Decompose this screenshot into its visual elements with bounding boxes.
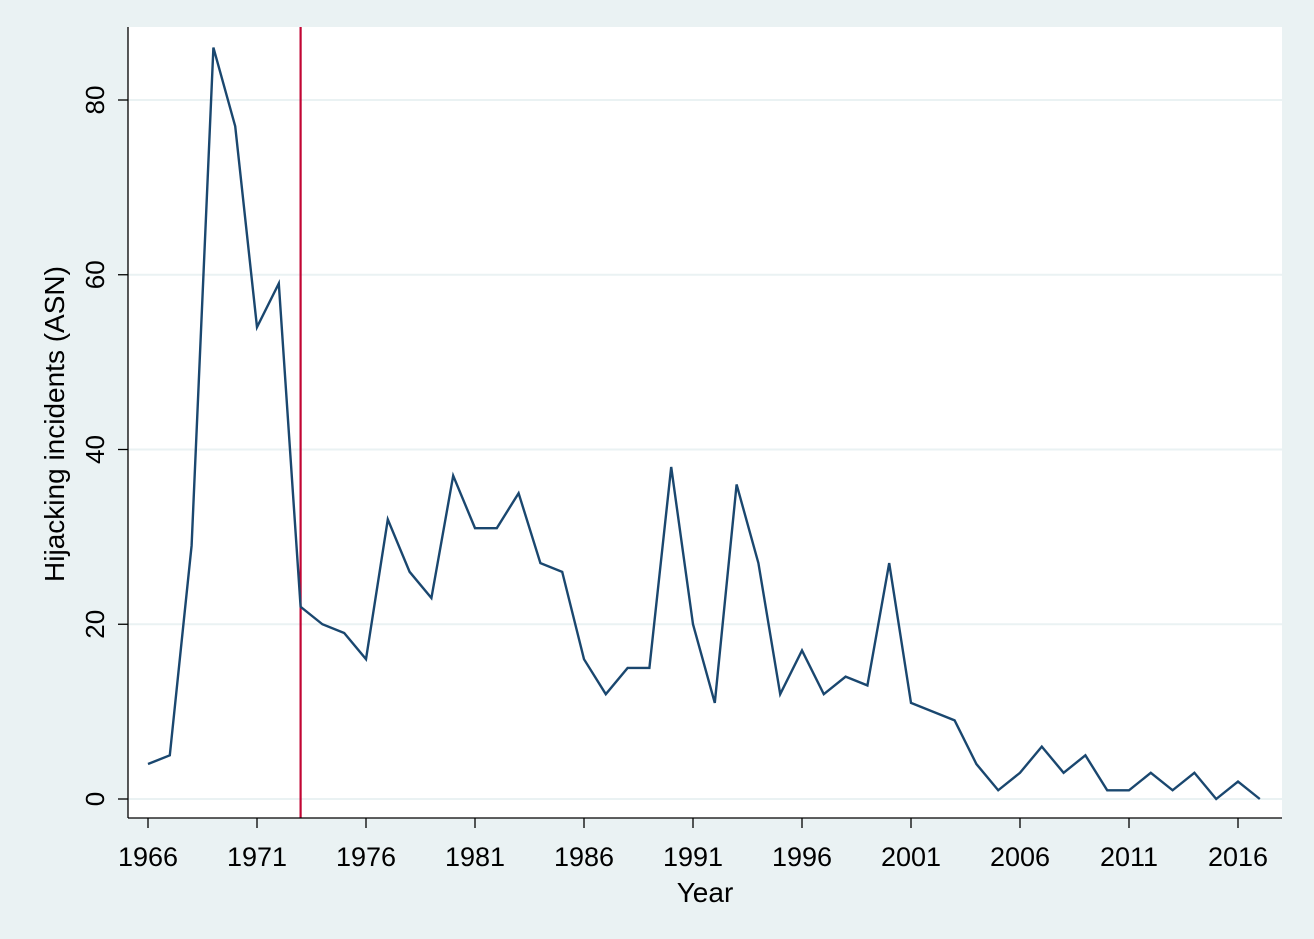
x-tick-label: 2006 bbox=[990, 842, 1050, 872]
x-tick-label: 1996 bbox=[772, 842, 832, 872]
y-axis-label: Hijacking incidents (ASN) bbox=[39, 266, 70, 582]
x-tick-label: 1971 bbox=[227, 842, 287, 872]
x-tick-label: 2016 bbox=[1208, 842, 1268, 872]
y-tick-label: 20 bbox=[80, 610, 110, 639]
x-tick-label: 1991 bbox=[663, 842, 723, 872]
x-tick-label: 2011 bbox=[1100, 842, 1158, 872]
x-tick-label: 1976 bbox=[336, 842, 396, 872]
x-tick-label: 1981 bbox=[445, 842, 505, 872]
y-tick-label: 0 bbox=[80, 792, 110, 806]
y-tick-label: 40 bbox=[80, 435, 110, 464]
y-tick-label: 60 bbox=[80, 260, 110, 289]
x-tick-label: 1986 bbox=[554, 842, 614, 872]
x-tick-label: 2001 bbox=[881, 842, 941, 872]
x-tick-label: 1966 bbox=[118, 842, 178, 872]
y-tick-label: 80 bbox=[80, 86, 110, 115]
x-axis-label: Year bbox=[677, 877, 734, 908]
